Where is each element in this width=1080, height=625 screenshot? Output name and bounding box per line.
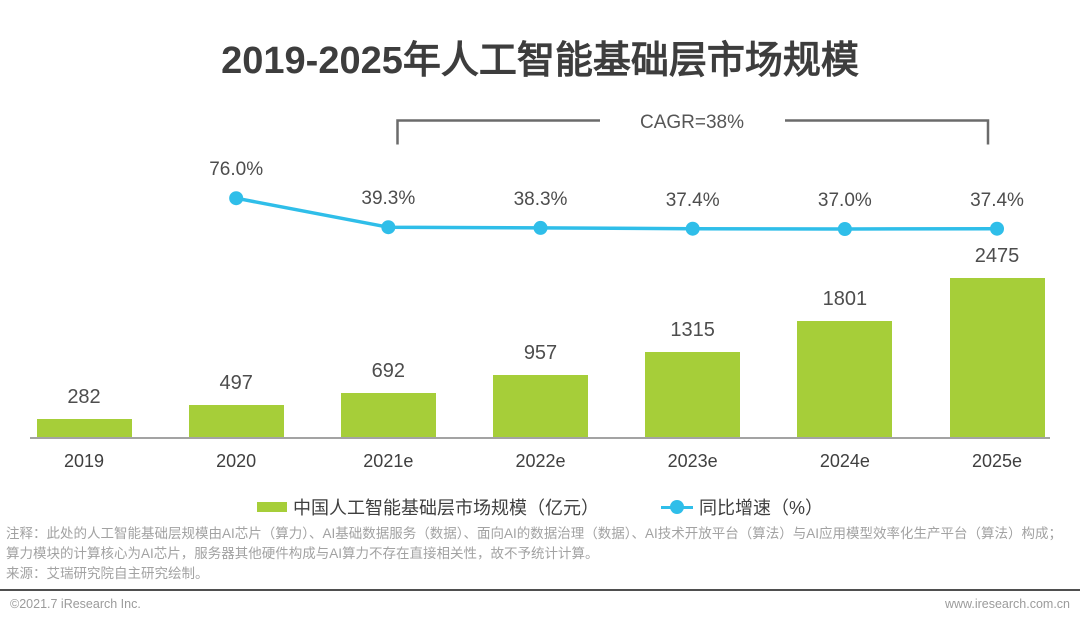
line-marker-dot bbox=[669, 500, 684, 514]
bar-value-label: 497 bbox=[219, 372, 253, 395]
growth-point bbox=[990, 221, 1005, 236]
bar-2022e bbox=[493, 375, 588, 437]
x-tick-label: 2020 bbox=[216, 451, 257, 471]
x-axis-line bbox=[30, 437, 1050, 439]
line-marker bbox=[660, 500, 693, 514]
x-tick-label: 2021e bbox=[363, 451, 414, 471]
note-line-1: 注释：此处的人工智能基础层规模由AI芯片（算力）、AI基础数据服务（数据）、面向… bbox=[6, 526, 1063, 541]
growth-point bbox=[837, 222, 852, 236]
note-source: 来源：艾瑞研究院自主研究绘制。 bbox=[6, 566, 209, 581]
x-tick-label: 2025e bbox=[971, 451, 1023, 471]
bar-2024e bbox=[797, 321, 893, 437]
footnotes: 注释：此处的人工智能基础层规模由AI芯片（算力）、AI基础数据服务（数据）、面向… bbox=[6, 524, 1072, 584]
growth-point-label: 76.0% bbox=[209, 159, 264, 181]
bar-swatch bbox=[256, 502, 287, 512]
legend: 中国人工智能基础层市场规模（亿元） 同比增速（%） bbox=[0, 494, 1080, 520]
bar-value-label: 1315 bbox=[670, 319, 715, 342]
bar-2021e bbox=[340, 392, 436, 437]
growth-point-label: 39.3% bbox=[361, 188, 416, 210]
copyright-text: ©2021.7 iResearch Inc. bbox=[10, 597, 141, 611]
growth-point bbox=[685, 221, 700, 236]
growth-point-label: 38.3% bbox=[513, 188, 568, 210]
cagr-label: CAGR=38% bbox=[639, 112, 745, 133]
note-line-2: 算力模块的计算核心为AI芯片，服务器其他硬件构成与AI算力不存在直接相关性，故不… bbox=[6, 546, 599, 561]
growth-point bbox=[229, 191, 244, 206]
x-tick-label: 2024e bbox=[819, 451, 870, 471]
bar-2020 bbox=[188, 405, 284, 437]
bar-2025e bbox=[949, 277, 1045, 437]
growth-point bbox=[381, 220, 396, 235]
bar-2023e bbox=[645, 352, 741, 437]
footer-divider bbox=[0, 589, 1080, 591]
bar-value-label: 2475 bbox=[974, 244, 1020, 267]
growth-point-label: 37.4% bbox=[665, 189, 720, 211]
growth-point-label: 37.0% bbox=[817, 189, 872, 211]
bar-value-label: 957 bbox=[523, 342, 558, 365]
x-tick-label: 2022e bbox=[515, 451, 566, 471]
website-text: www.iresearch.com.cn bbox=[944, 597, 1070, 611]
growth-point-label: 37.4% bbox=[970, 189, 1024, 211]
legend-item-market-size: 中国人工智能基础层市场规模（亿元） bbox=[256, 494, 599, 520]
chart-title: 2019-2025年人工智能基础层市场规模 bbox=[221, 40, 859, 83]
growth-point bbox=[533, 220, 548, 235]
legend-item-growth: 同比增速（%） bbox=[660, 494, 823, 520]
bar-2019 bbox=[36, 418, 132, 437]
bar-value-label: 692 bbox=[371, 359, 406, 382]
bar-value-label: 282 bbox=[67, 385, 101, 408]
legend-market-size-label: 中国人工智能基础层市场规模（亿元） bbox=[292, 498, 599, 518]
x-tick-label: 2023e bbox=[667, 451, 718, 471]
footer: ©2021.7 iResearch Inc. www.iresearch.com… bbox=[0, 597, 1080, 611]
legend-growth-label: 同比增速（%） bbox=[698, 498, 823, 518]
bar-value-label: 1801 bbox=[822, 288, 868, 311]
x-tick-label: 2019 bbox=[63, 451, 105, 471]
